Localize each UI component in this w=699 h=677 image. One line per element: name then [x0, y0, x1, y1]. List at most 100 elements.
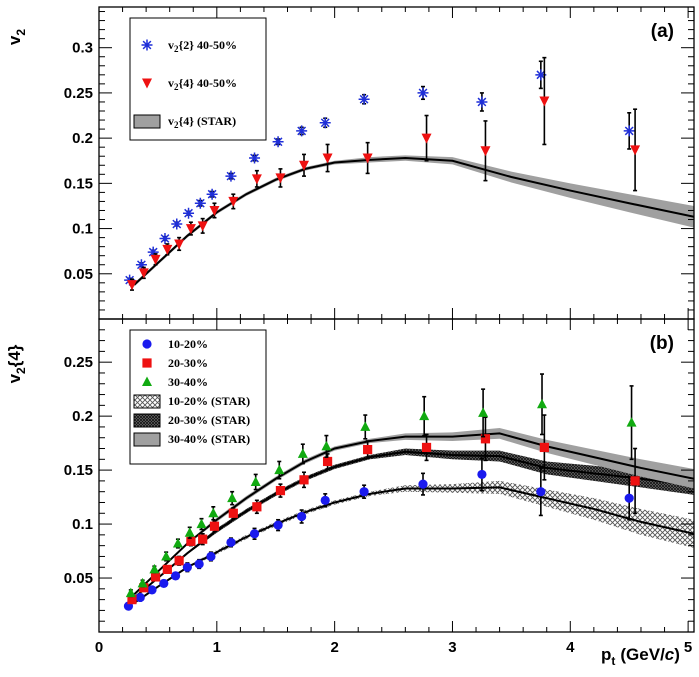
data-point: [363, 444, 373, 455]
data-point: [161, 550, 172, 561]
data-point: [162, 564, 172, 574]
data-point: [174, 239, 185, 250]
data-point: [170, 571, 181, 581]
data-point: [297, 511, 307, 522]
x-tick-label: 0: [95, 639, 103, 656]
legend-label: 20-30%: [168, 356, 208, 370]
data-point: [480, 146, 491, 157]
data-point: [273, 520, 283, 530]
x-ticks: [98, 319, 689, 632]
data-point: [149, 563, 160, 574]
data-point: [299, 475, 309, 485]
data-point: [623, 125, 635, 137]
data-point: [150, 254, 161, 265]
legend-swatch: [133, 413, 161, 428]
data-point: [198, 534, 208, 544]
data-point: [321, 440, 332, 451]
data-point: [297, 448, 308, 458]
y-tick-label: 0.1: [72, 516, 93, 533]
legend-swatch: [133, 432, 161, 447]
y-tick-label: 0.2: [72, 408, 93, 425]
data-point: [418, 479, 428, 489]
data-point: [360, 421, 371, 431]
data-point: [250, 476, 261, 486]
legend-label: v2{2} 40-50%: [168, 38, 237, 54]
data-point: [137, 577, 148, 588]
data-point: [272, 136, 284, 148]
data-point: [226, 537, 236, 548]
data-point: [274, 464, 285, 475]
data-point: [183, 207, 195, 219]
legend-label: 10-20% (STAR): [168, 394, 250, 408]
data-point: [537, 398, 548, 409]
y-tick-label: 0.15: [64, 462, 93, 479]
legend-marker: [142, 358, 152, 368]
panel-label: (a): [651, 21, 674, 42]
data-point: [626, 417, 637, 427]
data-point: [135, 592, 145, 603]
data-point: [147, 585, 157, 595]
legend-swatch: [133, 394, 161, 409]
data-point: [186, 536, 196, 546]
data-point: [174, 556, 184, 566]
data-point: [124, 274, 136, 286]
y-tick-label: 0.05: [64, 266, 93, 283]
legend-marker: [141, 39, 153, 51]
legend-label: 30-40%: [168, 375, 208, 389]
y-tick-label: 0.25: [64, 354, 93, 371]
legend-label: 30-40% (STAR): [168, 432, 250, 446]
data-point: [249, 152, 261, 164]
data-point: [138, 268, 149, 279]
data-point: [362, 153, 373, 164]
legend-marker: [142, 78, 152, 89]
data-point: [196, 518, 207, 529]
legend: v2{2} 40-50% v2{4} 40-50% v2{4} (STAR): [129, 17, 267, 141]
y-tick-label: 0.1: [72, 221, 93, 238]
panel-label: (b): [650, 333, 674, 354]
data-point: [159, 578, 169, 589]
data-point: [419, 410, 430, 421]
y-axis-title: v2: [5, 29, 28, 45]
legend-label: 20-30% (STAR): [168, 413, 250, 427]
data-point: [227, 492, 238, 503]
data-point: [162, 244, 173, 255]
data-point: [159, 233, 171, 245]
data-point: [322, 153, 333, 164]
data-point: [535, 69, 547, 81]
data-point: [135, 259, 147, 271]
data-point: [150, 572, 161, 582]
data-point: [630, 145, 641, 156]
legend-swatch: [133, 114, 161, 129]
data-point: [296, 125, 308, 137]
data-point: [539, 442, 549, 453]
x-axis-title: pt (GeV/c): [601, 645, 680, 668]
data-point: [476, 96, 488, 108]
legend: 10-20% 20-30% 30-40% 10-20% (STAR) 20-30% (S…: [129, 329, 267, 465]
band-0: [134, 480, 694, 604]
data-point: [228, 508, 238, 518]
legend-label: v2{4} (STAR): [168, 114, 236, 130]
data-point: [322, 456, 333, 467]
y-ticks: [99, 329, 694, 622]
data-point: [209, 205, 220, 216]
y-tick-label: 0.2: [72, 130, 93, 147]
data-point: [624, 493, 634, 503]
x-tick-label: 1: [213, 639, 221, 656]
data-point: [194, 559, 204, 569]
data-point: [275, 173, 286, 184]
data-point: [421, 442, 432, 453]
data-point: [228, 196, 239, 207]
series-0: [124, 60, 635, 286]
data-point: [206, 551, 216, 562]
band-line-0: [133, 157, 694, 286]
data-point: [139, 583, 149, 593]
data-point: [208, 507, 219, 518]
band-line-2: [133, 432, 694, 595]
x-tick-label: 5: [684, 639, 692, 656]
legend-marker: [142, 376, 152, 386]
data-point: [125, 587, 136, 598]
data-point: [185, 224, 196, 235]
band-0: [134, 155, 694, 287]
data-point: [359, 487, 369, 497]
